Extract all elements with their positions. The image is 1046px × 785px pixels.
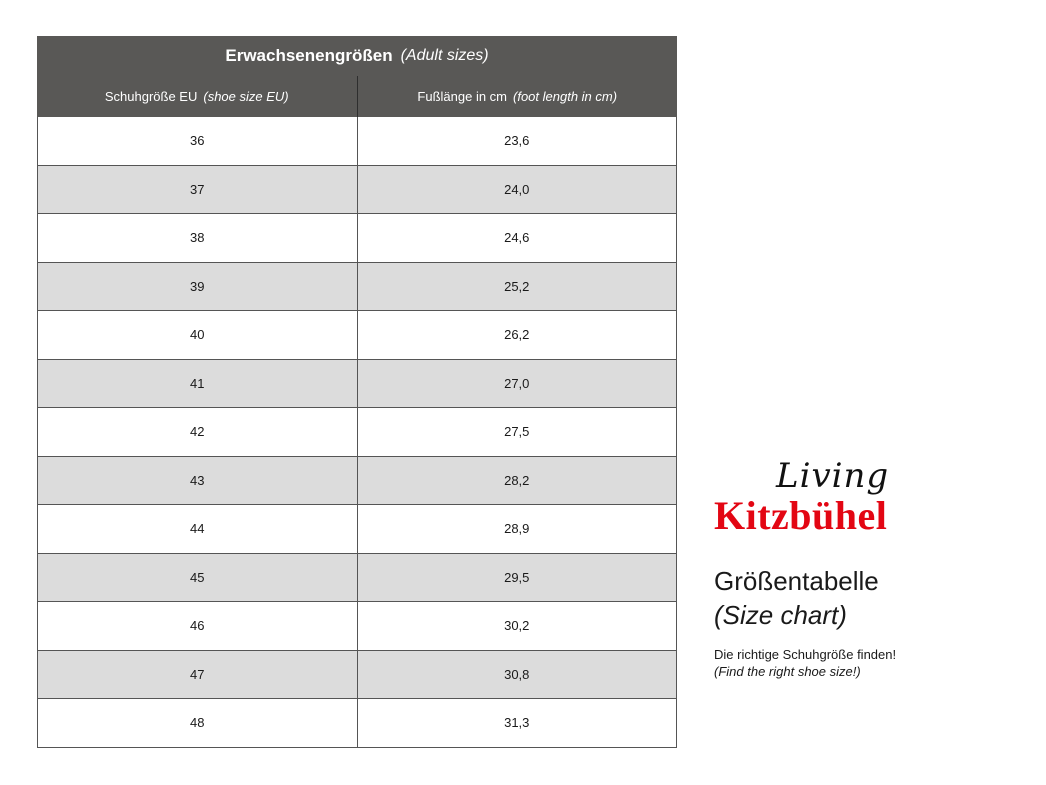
shoe-size-cell: 46 bbox=[38, 602, 358, 650]
column-label-en: (foot length in cm) bbox=[513, 89, 618, 104]
table-row: 40 26,2 bbox=[38, 311, 676, 360]
foot-length-cell: 24,6 bbox=[504, 230, 530, 246]
shoe-size-cell: 37 bbox=[38, 165, 358, 213]
column-label-en: (shoe size EU) bbox=[203, 89, 289, 104]
table-row: 36 23,6 bbox=[38, 117, 676, 166]
foot-length-cell: 27,5 bbox=[504, 424, 530, 440]
table-row: 42 27,5 bbox=[38, 408, 676, 457]
foot-length-cell: 26,2 bbox=[504, 327, 530, 343]
logo-script-text: Living bbox=[776, 456, 890, 496]
column-label: Fußlänge in cm bbox=[417, 89, 508, 104]
table-row: 47 30,8 bbox=[38, 650, 676, 699]
table-row: 38 24,6 bbox=[38, 214, 676, 263]
foot-length-cell: 23,6 bbox=[504, 133, 530, 149]
table-row: 37 24,0 bbox=[38, 165, 676, 214]
table-row: 44 28,9 bbox=[38, 505, 676, 554]
foot-length-cell: 25,2 bbox=[504, 278, 530, 294]
foot-length-cell: 28,2 bbox=[504, 472, 530, 488]
shoe-size-cell: 40 bbox=[38, 311, 358, 359]
table-row: 46 30,2 bbox=[38, 602, 676, 651]
shoe-size-cell: 42 bbox=[38, 408, 358, 456]
foot-length-cell: 30,2 bbox=[504, 618, 530, 634]
shoe-size-cell: 47 bbox=[38, 650, 358, 698]
foot-length-cell: 28,9 bbox=[504, 521, 530, 537]
table-header: Schuhgröße EU (shoe size EU) Fußlänge in… bbox=[37, 76, 677, 117]
foot-length-cell: 27,0 bbox=[504, 375, 530, 391]
table-row: 39 25,2 bbox=[38, 262, 676, 311]
table-title-en: (Adult sizes) bbox=[400, 47, 489, 64]
subtitle: Die richtige Schuhgröße finden! bbox=[714, 647, 897, 662]
column-header-foot-length: Fußlänge in cm (foot length in cm) bbox=[358, 76, 678, 117]
table-title: Erwachsenengrößen (Adult sizes) bbox=[37, 36, 677, 76]
subtitle-en: (Find the right shoe size!) bbox=[714, 664, 861, 679]
shoe-size-cell: 41 bbox=[38, 359, 358, 407]
table-title-de: Erwachsenengrößen bbox=[225, 46, 393, 65]
page-heading: Größentabelle bbox=[714, 566, 879, 596]
shoe-size-cell: 43 bbox=[38, 456, 358, 504]
table-row: 41 27,0 bbox=[38, 359, 676, 408]
shoe-size-cell: 39 bbox=[38, 262, 358, 310]
shoe-size-cell: 44 bbox=[38, 505, 358, 553]
shoe-size-cell: 38 bbox=[38, 214, 358, 262]
table-body: 36 23,6 37 24,0 38 24,6 39 25,2 40 26,2 41 27,0 42 27… bbox=[37, 117, 677, 748]
foot-length-cell: 30,8 bbox=[504, 666, 530, 682]
side-panel: Living Kitzbühel Größentabelle (Size cha… bbox=[714, 456, 924, 680]
brand-logo: Living Kitzbühel bbox=[714, 456, 924, 538]
foot-length-cell: 29,5 bbox=[504, 569, 530, 585]
shoe-size-cell: 36 bbox=[38, 117, 358, 165]
page-heading-en: (Size chart) bbox=[714, 600, 847, 630]
table-row: 48 31,3 bbox=[38, 699, 676, 748]
foot-length-cell: 24,0 bbox=[504, 181, 530, 197]
size-table: Erwachsenengrößen (Adult sizes) Schuhgrö… bbox=[37, 36, 677, 748]
table-row: 45 29,5 bbox=[38, 553, 676, 602]
table-row: 43 28,2 bbox=[38, 456, 676, 505]
logo-brand-text: Kitzbühel bbox=[714, 493, 888, 538]
shoe-size-cell: 48 bbox=[38, 699, 358, 747]
shoe-size-cell: 45 bbox=[38, 553, 358, 601]
column-label: Schuhgröße EU bbox=[104, 89, 198, 104]
foot-length-cell: 31,3 bbox=[504, 715, 530, 731]
column-header-shoe-size: Schuhgröße EU (shoe size EU) bbox=[37, 76, 358, 117]
